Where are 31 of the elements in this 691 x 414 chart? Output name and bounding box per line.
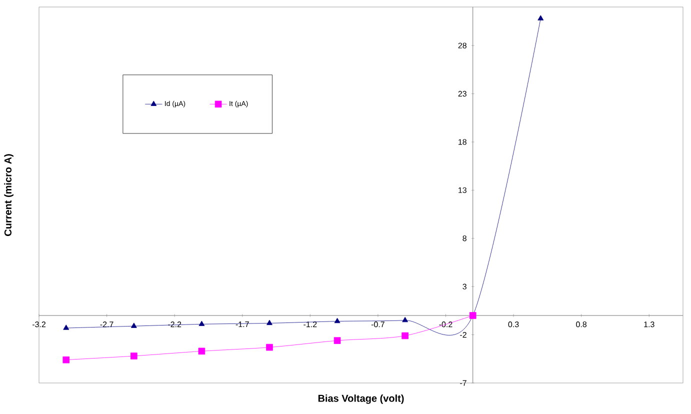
y-tick-label: 8 (462, 236, 466, 242)
x-tick-label: 0.3 (508, 322, 519, 328)
point (402, 332, 408, 340)
y-axis-title: Current (micro A) (4, 154, 14, 236)
x-axis-title: Bias Voltage (volt) (318, 394, 404, 404)
x-tick-label: 1.3 (644, 322, 654, 328)
point (130, 322, 137, 328)
x-tick-label: -3.2 (32, 322, 46, 328)
y-tick-label: -7 (460, 380, 466, 386)
y-tick-label: 28 (458, 42, 466, 48)
y-tick-label: 13 (458, 187, 466, 193)
point (334, 318, 340, 324)
x-tick-label: 0.8 (576, 322, 587, 328)
y-tick-label: 3 (462, 284, 466, 290)
point (130, 352, 138, 360)
x-tick-label: -1.2 (304, 322, 317, 328)
y-tick-label: 18 (458, 139, 466, 145)
point (198, 348, 206, 355)
point (63, 324, 70, 330)
x-tick-label: -2.7 (100, 322, 114, 328)
point (62, 356, 70, 364)
point (266, 344, 273, 351)
point (334, 337, 341, 344)
point (402, 316, 408, 322)
y-tick-label: -2 (460, 332, 466, 338)
x-tick-label: -2.2 (168, 322, 182, 328)
point (198, 320, 205, 326)
x-tick-label: -0.7 (371, 322, 384, 328)
y-tick-label: 23 (458, 90, 466, 97)
point (266, 320, 272, 326)
point (538, 15, 544, 20)
